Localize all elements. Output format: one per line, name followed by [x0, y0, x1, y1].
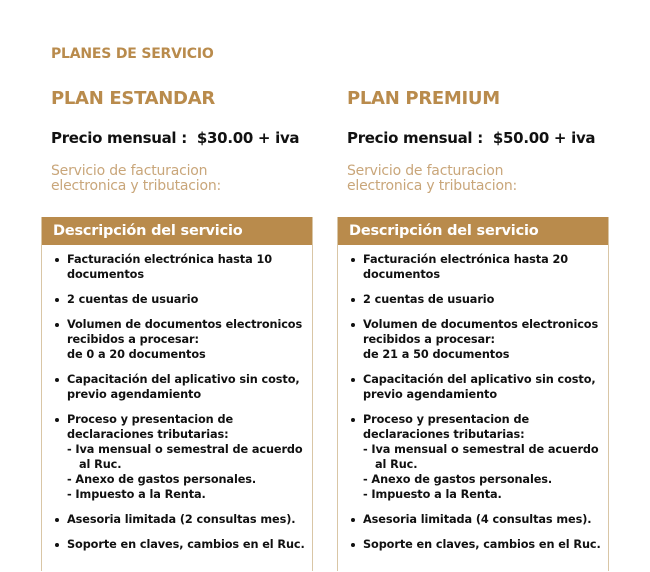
bullet-icon: [55, 543, 59, 547]
feature-line: - Impuesto a la Renta.: [67, 488, 206, 501]
feature-item: Facturación electrónica hasta 20 document…: [338, 252, 608, 282]
bullet-icon: [351, 258, 355, 262]
feature-line: Facturación electrónica hasta 20: [363, 253, 568, 266]
feature-line: Asesoria limitada (4 consultas mes).: [363, 513, 592, 526]
feature-line: documentos: [67, 268, 144, 281]
feature-line: Proceso y presentacion de: [363, 413, 530, 426]
bullet-icon: [351, 518, 355, 522]
service-description: Servicio de facturacion electronica y tri…: [51, 164, 281, 194]
feature-line: - Anexo de gastos personales.: [363, 473, 553, 486]
feature-line: 2 cuentas de usuario: [67, 293, 199, 306]
plan-name: PLAN ESTANDAR: [51, 88, 215, 109]
service-description: Servicio de facturacion electronica y tri…: [347, 164, 577, 194]
bullet-icon: [55, 298, 59, 302]
service-line: electronica y tributacion:: [347, 178, 518, 194]
bullet-icon: [351, 418, 355, 422]
service-line: Servicio de facturacion: [51, 163, 208, 179]
feature-line: 2 cuentas de usuario: [363, 293, 495, 306]
feature-line: Capacitación del aplicativo sin costo,: [363, 373, 596, 386]
feature-line: Soporte en claves, cambios en el Ruc.: [363, 538, 601, 551]
feature-line: al Ruc.: [375, 458, 418, 471]
feature-item: Facturación electrónica hasta 10 document…: [42, 252, 312, 282]
price-label: Precio mensual :: [347, 129, 483, 147]
price-value: $30.00 + iva: [196, 129, 300, 147]
plan-name: PLAN PREMIUM: [347, 88, 500, 109]
feature-line: Volumen de documentos electronicos: [363, 318, 599, 331]
feature-line: declaraciones tributarias:: [67, 428, 229, 441]
feature-line: al Ruc.: [79, 458, 122, 471]
feature-line: - Impuesto a la Renta.: [363, 488, 502, 501]
feature-line: recibidos a procesar:: [363, 333, 495, 346]
service-card: Descripción del servicio Facturación elec…: [41, 217, 313, 571]
card-header: Descripción del servicio: [338, 217, 608, 245]
bullet-icon: [55, 518, 59, 522]
feature-line: Proceso y presentacion de: [67, 413, 234, 426]
feature-line: Facturación electrónica hasta 10: [67, 253, 272, 266]
feature-line: previo agendamiento: [363, 388, 497, 401]
feature-item: Asesoria limitada (2 consultas mes).: [42, 512, 312, 527]
feature-item: Capacitación del aplicativo sin costo, pr…: [338, 372, 608, 402]
feature-item: 2 cuentas de usuario: [42, 292, 312, 307]
bullet-icon: [55, 323, 59, 327]
feature-item: Asesoria limitada (4 consultas mes).: [338, 512, 608, 527]
service-line: Servicio de facturacion: [347, 163, 504, 179]
bullet-icon: [351, 378, 355, 382]
feature-line: de 21 a 50 documentos: [363, 348, 510, 361]
price: Precio mensual : $30.00 + iva: [51, 129, 300, 147]
feature-line: recibidos a procesar:: [67, 333, 199, 346]
feature-line: - Iva mensual o semestral de acuerdo: [67, 443, 303, 456]
bullet-icon: [55, 418, 59, 422]
feature-item: Soporte en claves, cambios en el Ruc.: [42, 537, 312, 552]
feature-item: Volumen de documentos electronicos recibi…: [42, 317, 312, 362]
price-value: $50.00 + iva: [492, 129, 596, 147]
service-card: Descripción del servicio Facturación elec…: [337, 217, 609, 571]
feature-line: previo agendamiento: [67, 388, 201, 401]
bullet-icon: [351, 323, 355, 327]
bullet-icon: [55, 258, 59, 262]
feature-line: Asesoria limitada (2 consultas mes).: [67, 513, 296, 526]
service-line: electronica y tributacion:: [51, 178, 222, 194]
feature-item: Capacitación del aplicativo sin costo, pr…: [42, 372, 312, 402]
feature-item: 2 cuentas de usuario: [338, 292, 608, 307]
bullet-icon: [351, 298, 355, 302]
feature-line: de 0 a 20 documentos: [67, 348, 206, 361]
feature-line: Soporte en claves, cambios en el Ruc.: [67, 538, 305, 551]
bullet-icon: [351, 543, 355, 547]
price: Precio mensual : $50.00 + iva: [347, 129, 596, 147]
feature-line: - Iva mensual o semestral de acuerdo: [363, 443, 599, 456]
feature-item: Soporte en claves, cambios en el Ruc.: [338, 537, 608, 552]
section-title: PLANES DE SERVICIO: [51, 46, 214, 62]
bullet-icon: [55, 378, 59, 382]
feature-line: declaraciones tributarias:: [363, 428, 525, 441]
price-label: Precio mensual :: [51, 129, 187, 147]
feature-item: Volumen de documentos electronicos recibi…: [338, 317, 608, 362]
feature-line: Volumen de documentos electronicos: [67, 318, 303, 331]
feature-item: Proceso y presentacion de declaraciones t…: [338, 412, 608, 502]
feature-line: Capacitación del aplicativo sin costo,: [67, 373, 300, 386]
card-header: Descripción del servicio: [42, 217, 312, 245]
feature-list: Facturación electrónica hasta 10 document…: [42, 245, 312, 552]
feature-line: - Anexo de gastos personales.: [67, 473, 257, 486]
feature-list: Facturación electrónica hasta 20 document…: [338, 245, 608, 552]
feature-item: Proceso y presentacion de declaraciones t…: [42, 412, 312, 502]
feature-line: documentos: [363, 268, 440, 281]
